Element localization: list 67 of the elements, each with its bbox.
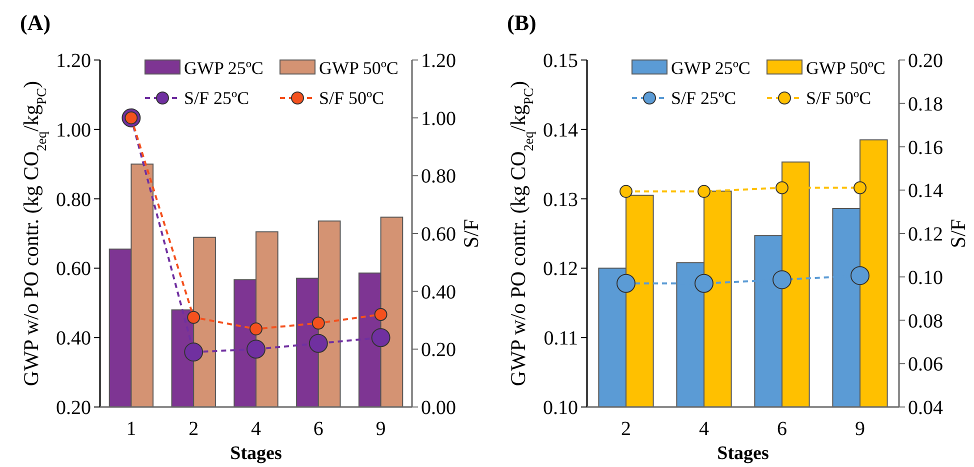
- point: [616, 274, 636, 293]
- x-tick-label: 9: [376, 418, 386, 440]
- y2-tick-label: 0.06: [908, 354, 943, 376]
- point: [850, 266, 870, 286]
- y2-tick-label: 1.00: [421, 108, 456, 130]
- point: [374, 308, 388, 321]
- x-tick-label: 9: [855, 418, 865, 440]
- y2-axis-title: S/F: [946, 218, 970, 248]
- point: [772, 270, 792, 290]
- y2-tick-label: 0.18: [908, 93, 943, 116]
- y2-axis-title: S/F: [459, 218, 483, 248]
- x-tick-label: 6: [313, 418, 324, 440]
- x-tick-label: 2: [188, 418, 199, 440]
- y-tick-label: 0.80: [56, 188, 91, 211]
- point: [187, 310, 200, 324]
- y-tick-label: 0.14: [543, 119, 578, 142]
- x-tick-label: 2: [621, 418, 631, 440]
- y2-tick-label: 0.80: [421, 166, 456, 188]
- point: [250, 322, 262, 336]
- point: [694, 274, 714, 293]
- y-tick-label: 0.12: [543, 258, 578, 280]
- y-tick-label: 0.60: [56, 258, 91, 280]
- y2-tick-label: 0.60: [421, 224, 456, 246]
- point: [620, 184, 632, 198]
- legend-label: S/F 25ºC: [671, 88, 736, 108]
- x-axis-title: Stages: [717, 443, 769, 464]
- y2-tick-label: 0.20: [421, 339, 456, 362]
- x-tick-label: 4: [251, 418, 261, 440]
- y-tick-label: 0.11: [544, 328, 578, 350]
- x-tick-label: 6: [777, 418, 787, 440]
- y-tick-label: 1.20: [56, 50, 91, 72]
- point: [854, 181, 866, 194]
- legend-label: GWP 25ºC: [184, 58, 264, 78]
- legend-label: GWP 25ºC: [671, 58, 750, 78]
- x-tick-label: 4: [699, 418, 709, 440]
- legend-label: S/F 50ºC: [319, 88, 384, 108]
- legend-label: S/F 50ºC: [806, 88, 872, 108]
- y-tick-label: 1.00: [56, 119, 91, 142]
- y-tick-label: 0.15: [543, 50, 578, 72]
- y2-tick-label: 0.04: [908, 397, 943, 419]
- y2-tick-label: 0.20: [908, 50, 943, 72]
- legend-label: GWP 50ºC: [319, 58, 398, 78]
- point: [312, 316, 325, 330]
- y-tick-label: 0.20: [56, 397, 91, 419]
- point: [776, 181, 788, 194]
- point: [184, 342, 204, 362]
- y2-tick-label: 0.16: [908, 136, 943, 159]
- legend-label: S/F 25ºC: [184, 88, 250, 108]
- y2-tick-label: 0.08: [908, 310, 943, 332]
- y2-tick-label: 0.10: [908, 266, 943, 289]
- y2-tick-label: 0.40: [421, 281, 456, 304]
- y-tick-label: 0.13: [543, 188, 578, 211]
- y-tick-label: 0.40: [56, 328, 91, 350]
- y2-tick-label: 0.00: [421, 397, 456, 419]
- y-tick-label: 0.10: [543, 397, 578, 419]
- point: [246, 340, 266, 359]
- y2-tick-label: 0.14: [908, 180, 943, 202]
- legend-label: GWP 50ºC: [806, 58, 886, 78]
- point: [308, 334, 328, 353]
- x-tick-label: 1: [126, 418, 136, 440]
- chart-title: (B): [507, 10, 536, 35]
- y2-tick-label: 0.12: [908, 224, 943, 246]
- point: [698, 184, 710, 198]
- y2-tick-label: 1.20: [421, 50, 456, 72]
- point: [371, 328, 390, 348]
- chart-title: (A): [20, 10, 51, 35]
- x-axis-title: Stages: [230, 443, 282, 464]
